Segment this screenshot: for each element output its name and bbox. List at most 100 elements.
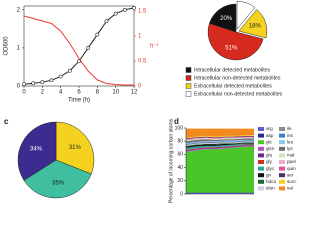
legend-label: ppel xyxy=(287,159,296,164)
legend-label: Intracellular detected metabolites xyxy=(194,67,271,73)
y-tick-label: 0 xyxy=(180,191,183,197)
x-tick-label: 6 xyxy=(77,90,81,96)
legend-swatch xyxy=(279,186,285,191)
legend-label: ile xyxy=(287,126,292,131)
x-tick-label: 12 xyxy=(131,90,138,96)
x-tick-label: 8 xyxy=(96,90,100,96)
x-axis-label: Time (h) xyxy=(68,98,90,104)
area-band xyxy=(186,144,254,151)
pie-slice xyxy=(55,121,95,175)
y2-tick-label: 0 xyxy=(138,84,142,90)
y-tick-label: 100 xyxy=(175,125,184,131)
area-band xyxy=(186,141,254,146)
slice-label: 20% xyxy=(220,16,233,22)
pie-slice xyxy=(209,3,237,33)
data-point xyxy=(49,78,54,83)
slice-label: 51% xyxy=(225,46,238,52)
y2-tick-label: 1.5 xyxy=(138,9,147,15)
pie-slice xyxy=(207,23,264,61)
legend-swatch xyxy=(258,173,264,178)
y-tick-label: 2 xyxy=(17,7,21,13)
plot-frame xyxy=(23,5,135,87)
area-band xyxy=(186,137,254,141)
legend-label: gly xyxy=(266,159,273,164)
area-band xyxy=(186,140,254,145)
legend-swatch xyxy=(279,179,285,184)
legend-label: Extracellular non-detected metabolites xyxy=(194,91,283,97)
series-line xyxy=(23,7,135,85)
data-point xyxy=(22,82,26,86)
pie-slice xyxy=(17,121,57,181)
legend-label: quin xyxy=(287,166,296,171)
legend-label: glu xyxy=(266,153,273,158)
legend-swatch xyxy=(258,153,264,158)
legend-swatch xyxy=(258,146,264,151)
legend-swatch xyxy=(279,173,285,178)
x-tick-label: 0 xyxy=(22,90,26,96)
legend-label: Extracellular detected metabolites xyxy=(194,83,272,89)
y-axis-label: OD600 xyxy=(4,36,10,56)
legend-swatch xyxy=(185,67,192,73)
area-band xyxy=(186,145,254,152)
area-band xyxy=(186,137,254,142)
y2-tick-label: 0.5 xyxy=(138,59,147,65)
legend-swatch xyxy=(279,146,285,151)
legend-label: glyc xyxy=(266,166,275,171)
panel-label: c xyxy=(4,117,9,126)
pie-slice xyxy=(236,0,256,30)
slice-label: 35% xyxy=(52,180,65,186)
area-band xyxy=(186,146,254,193)
legend-label: idon xyxy=(266,186,275,191)
y-tick-label: 60 xyxy=(177,152,183,158)
area-band xyxy=(186,139,254,144)
data-point xyxy=(95,32,100,37)
data-point xyxy=(40,80,45,85)
area-band xyxy=(186,138,254,144)
data-point xyxy=(86,46,91,50)
data-point xyxy=(67,68,72,73)
legend-label: val xyxy=(287,186,293,191)
legend-swatch xyxy=(258,133,264,138)
area-band xyxy=(186,192,254,194)
y2-axis-label: h⁻¹ xyxy=(150,44,159,50)
legend-label: hdca xyxy=(266,179,276,184)
legend-label: ins xyxy=(287,133,294,138)
legend-label: glc xyxy=(266,139,273,144)
y-axis-label: Percentage of incoming carbon atoms xyxy=(168,118,174,203)
area-band xyxy=(186,141,254,146)
data-point xyxy=(58,74,63,79)
legend-swatch xyxy=(258,166,264,171)
legend-swatch xyxy=(185,91,192,97)
legend-label: lys xyxy=(287,146,293,151)
area-band xyxy=(186,135,254,140)
legend-swatch xyxy=(279,153,285,158)
legend-swatch xyxy=(279,160,285,164)
pie-slice xyxy=(238,9,268,39)
legend-label: succ xyxy=(287,179,297,184)
legend-swatch xyxy=(258,140,264,145)
y-tick-label: 20 xyxy=(177,178,183,184)
legend-label: gn xyxy=(266,172,272,177)
x-tick-label: 10 xyxy=(112,90,119,96)
legend-swatch xyxy=(185,83,192,89)
slice-label: 18% xyxy=(249,23,262,29)
legend-swatch xyxy=(258,179,264,184)
legend-label: leu xyxy=(287,139,294,144)
legend-swatch xyxy=(279,140,285,145)
legend-label: arg xyxy=(266,126,273,131)
area-band xyxy=(186,145,254,152)
legend-swatch xyxy=(279,133,285,138)
y-tick-label: 40 xyxy=(177,165,183,171)
legend-swatch xyxy=(258,160,264,164)
slice-label: 31% xyxy=(69,145,82,151)
legend-swatch xyxy=(279,127,285,131)
legend-swatch xyxy=(185,75,192,81)
area-band xyxy=(186,143,254,148)
y-tick-label: 1 xyxy=(17,45,21,51)
data-point xyxy=(132,6,136,10)
legend-label: asp xyxy=(266,133,274,138)
slice-label: 34% xyxy=(30,147,43,153)
x-tick-label: 4 xyxy=(59,90,63,96)
series-line xyxy=(23,15,134,86)
